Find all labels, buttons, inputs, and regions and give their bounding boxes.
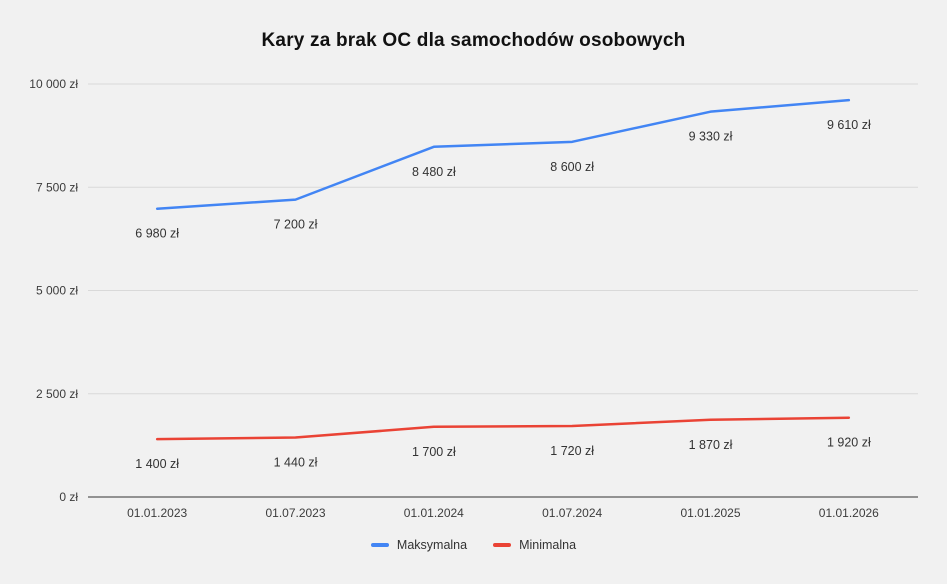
y-tick-label: 10 000 zł bbox=[29, 77, 78, 91]
x-tick-label: 01.01.2024 bbox=[404, 506, 464, 520]
data-label: 9 330 zł bbox=[689, 130, 733, 144]
chart-legend: Maksymalna Minimalna bbox=[0, 538, 947, 552]
data-label: 1 870 zł bbox=[689, 438, 733, 452]
legend-label: Minimalna bbox=[519, 538, 577, 552]
y-tick-label: 5 000 zł bbox=[36, 284, 78, 298]
data-label: 1 400 zł bbox=[135, 457, 179, 471]
data-label: 1 920 zł bbox=[827, 436, 871, 450]
x-tick-label: 01.01.2025 bbox=[680, 506, 740, 520]
y-tick-label: 0 zł bbox=[59, 490, 78, 504]
y-tick-label: 2 500 zł bbox=[36, 387, 78, 401]
legend-swatch bbox=[493, 543, 512, 547]
x-tick-label: 01.01.2023 bbox=[127, 506, 187, 520]
legend-swatch bbox=[370, 543, 389, 547]
data-label: 9 610 zł bbox=[827, 118, 871, 132]
legend-item-minimalna: Minimalna bbox=[493, 538, 576, 552]
data-label: 8 480 zł bbox=[412, 165, 456, 179]
series-line-minimalna bbox=[155, 416, 851, 441]
x-tick-label: 01.07.2024 bbox=[542, 506, 602, 520]
data-label: 1 440 zł bbox=[274, 456, 318, 470]
data-label: 7 200 zł bbox=[274, 218, 318, 232]
data-label: 1 700 zł bbox=[412, 445, 456, 459]
legend-item-maksymalna: Maksymalna bbox=[370, 538, 468, 552]
y-tick-label: 7 500 zł bbox=[36, 180, 78, 194]
series-line-maksymalna bbox=[155, 98, 851, 210]
data-label: 1 720 zł bbox=[550, 444, 594, 458]
x-tick-label: 01.07.2023 bbox=[265, 506, 325, 520]
data-label: 8 600 zł bbox=[550, 160, 594, 174]
data-label: 6 980 zł bbox=[135, 227, 179, 241]
chart-title: Kary za brak OC dla samochodów osobowych bbox=[261, 30, 686, 51]
legend-label: Maksymalna bbox=[396, 538, 468, 552]
x-tick-label: 01.01.2026 bbox=[819, 506, 879, 520]
